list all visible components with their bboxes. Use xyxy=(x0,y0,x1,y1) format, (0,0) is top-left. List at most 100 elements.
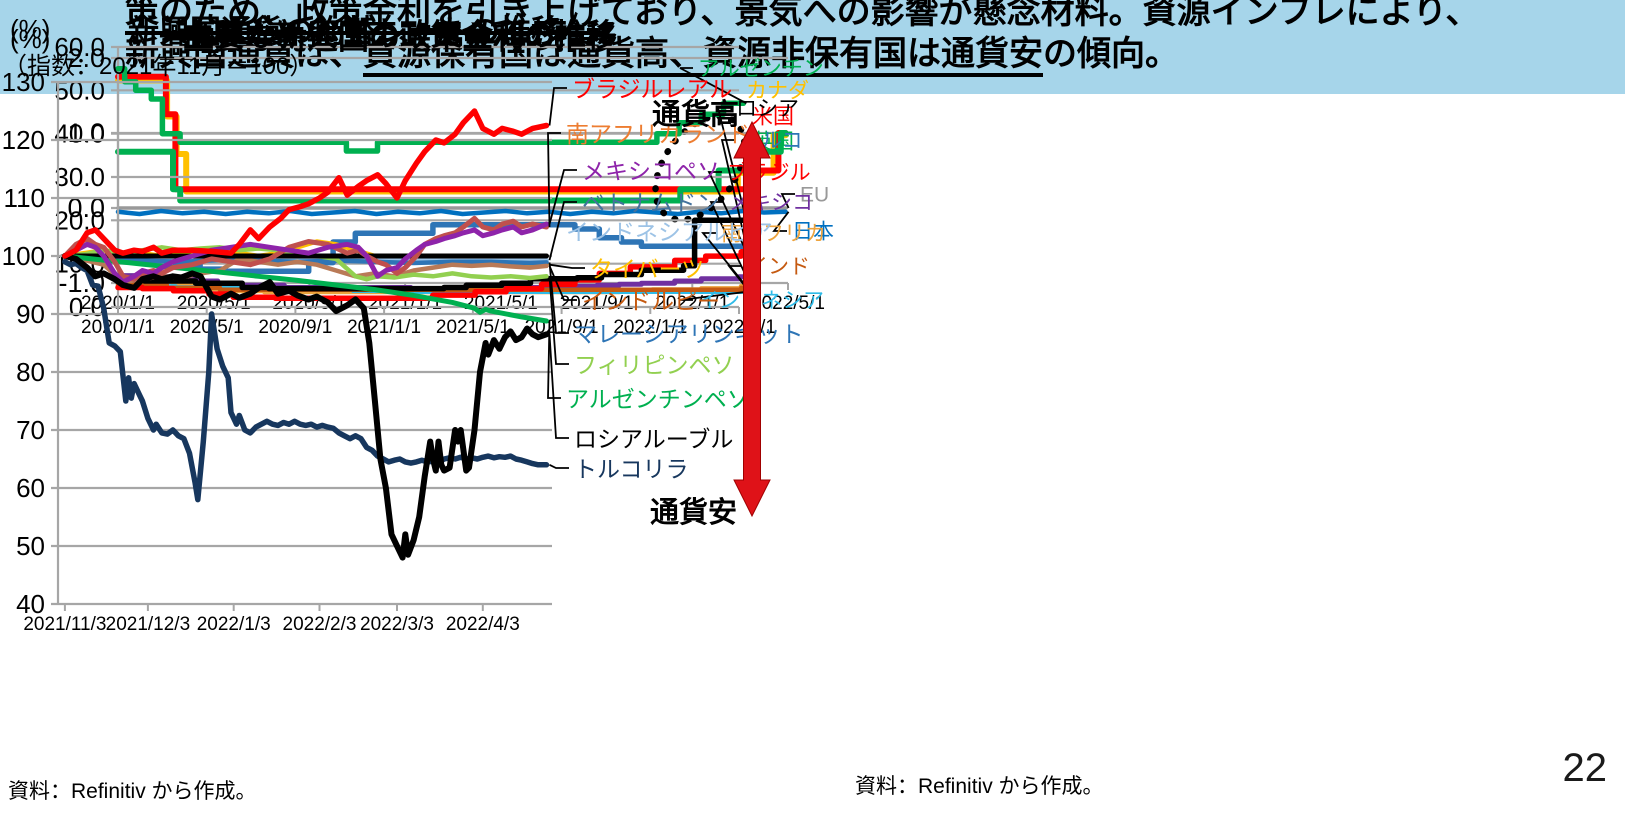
x-tick-label: 2022/1/1 xyxy=(655,293,729,314)
x-tick-label: 2020/1/1 xyxy=(81,317,155,338)
header-line1: 策のため、政策金利を引き上げており、景気への影響が懸念材料。資源インフレにより、 xyxy=(125,0,1605,35)
x-tick-label: 2020/9/1 xyxy=(258,317,332,338)
legend-label-カナダ: カナダ xyxy=(746,80,809,103)
header-line1-underlined: 策のため、政策金利を引き上げ xyxy=(125,0,601,35)
legend-label-トルコリラ: トルコリラ xyxy=(574,456,689,482)
legend-label-タイバーツ: タイバーツ xyxy=(590,256,704,282)
legend-connector-タイバーツ xyxy=(549,263,585,269)
series-line-日本 xyxy=(115,208,788,217)
x-tick-label: 2022/3/3 xyxy=(360,614,434,635)
y-tick-label: 130 xyxy=(2,67,45,97)
legend-label-ロシア: ロシア xyxy=(736,98,799,121)
legend-label-アルゼンチンペソ: アルゼンチンペソ xyxy=(566,386,750,412)
y-tick-label: 70 xyxy=(16,415,45,445)
header-line2: 新興国通貨は、資源保有国は通貨高、資源非保有国は通貨安の傾向。 xyxy=(125,33,1605,77)
fx-chart-title: 新興国通貨の為替レートの推移 xyxy=(128,14,562,49)
legend-connector-ロシアルーブル xyxy=(548,334,569,439)
header-banner: 策のため、政策金利を引き上げており、景気への影響が懸念材料。資源インフレにより、… xyxy=(0,0,1625,94)
legend-connector-南アフリカランド xyxy=(547,132,561,228)
legend-connector-トルコリラ xyxy=(549,463,569,469)
legend-label-インド: インド xyxy=(747,256,810,279)
header-line2-pre: 新興国通貨は、 xyxy=(125,35,363,73)
y-tick-label: 1.0 xyxy=(67,118,105,148)
highlight-ellipse xyxy=(652,112,748,224)
legend-connector-インド xyxy=(727,265,748,289)
legend-connector-ブラジル xyxy=(707,171,748,253)
x-tick-label: 2022/5/1 xyxy=(751,293,825,314)
header-line1-rest: ており、景気への影響が懸念材料。資源インフレにより、 xyxy=(601,0,1480,31)
legend-connector-フィリピンペソ xyxy=(548,276,569,365)
y-tick-label: 30.0 xyxy=(54,162,105,192)
source-note-left: 資料：Refinitiv から作成。 xyxy=(8,780,257,803)
legend-label-南アフリカランド: 南アフリカランド xyxy=(566,121,750,147)
series-line-アルゼンチン xyxy=(115,65,747,154)
y-tick-label: 60.0 xyxy=(54,32,105,62)
legend-label-メキシコペソ: メキシコペソ xyxy=(582,158,720,184)
legend-connector-トルコ xyxy=(720,139,748,247)
legend-connector-EU xyxy=(780,193,795,209)
legend-label-ベトナムドン: ベトナムドン xyxy=(582,190,719,216)
legend-label-米国: 米国 xyxy=(752,106,794,129)
series-line-マレーシアリンギット xyxy=(62,253,549,266)
legend-label-EU: EU xyxy=(800,184,829,207)
legend-connector-ロシア xyxy=(716,107,748,221)
legend-label-ブラジルレアル: ブラジルレアル xyxy=(572,76,732,102)
y-tick-label: 40 xyxy=(16,589,45,619)
legend-connector-インドネシア xyxy=(679,290,747,301)
y-tick-label: 60 xyxy=(16,473,45,503)
page-number: 22 xyxy=(1562,746,1608,790)
developed-chart-y-unit: (%) xyxy=(10,24,51,54)
legend-connector-アルゼンチン xyxy=(679,67,747,105)
y-tick-label: 40.0 xyxy=(54,119,105,149)
legend-label-インドネシアルピア: インドネシアルピア xyxy=(566,219,773,245)
legend-label-日本: 日本 xyxy=(792,221,834,244)
emerging-policy-rates-chart: 主要な新興国の政策金利の推移 (%) 60.0 50.0 40.0 30.0 20.0 1… xyxy=(0,0,826,350)
legend-connector-アルゼンチンペソ xyxy=(547,320,561,399)
series-line-インド xyxy=(115,282,746,292)
series-line-英国 xyxy=(115,130,789,204)
developed-chart-title: 主要な先進国の政策金利の推移 xyxy=(183,21,617,56)
x-tick-label: 2021/9/1 xyxy=(560,293,634,314)
y-tick-label: 2.0 xyxy=(67,43,105,73)
emerging-fx-chart: 新興国通貨の為替レートの推移 （指数：2021年11月＝100） 130 120 1… xyxy=(0,0,805,655)
y-tick-label: 110 xyxy=(4,183,45,213)
header-line2-post: の傾向。 xyxy=(1043,35,1179,73)
fx-chart-subtitle: （指数：2021年11月＝100） xyxy=(3,53,314,80)
series-line-ブラジルレアル xyxy=(62,108,550,259)
y-tick-label: 120 xyxy=(2,125,45,155)
legend-connector-メキシコペソ xyxy=(548,169,577,225)
legend-label-フィリピンペソ: フィリピンペソ xyxy=(574,352,735,378)
label-currency-low: 通貨安 xyxy=(650,495,737,529)
header-line2-underlined: 資源保有国は通貨高、資源非保有国は通貨安 xyxy=(363,35,1043,77)
series-line-メキシコペソ xyxy=(62,221,549,285)
y-tick-label: 50 xyxy=(16,531,45,561)
source-note-right: 資料：Refinitiv から作成。 xyxy=(855,775,1104,798)
legend-connector-インドルピー xyxy=(548,265,577,301)
legend-label-マレーシアリンギット: マレーシアリンギット xyxy=(574,321,804,347)
x-tick-label: 2020/5/1 xyxy=(170,317,244,338)
x-tick-label: 2022/4/3 xyxy=(446,614,520,635)
x-tick-label: 2022/2/3 xyxy=(283,614,357,635)
legend-connector-メキシコ xyxy=(709,201,748,278)
x-tick-label: 2021/11/3 xyxy=(23,614,106,635)
series-line-ロシア xyxy=(115,217,747,292)
legend-connector-日本 xyxy=(772,211,790,232)
label-currency-high: 通貨高 xyxy=(652,97,739,131)
legend-label-ロシアルーブル: ロシアルーブル xyxy=(574,426,733,452)
series-line-トルコリラ xyxy=(62,259,550,503)
x-tick-label: 2021/5/1 xyxy=(436,317,510,338)
y-tick-label: 80 xyxy=(16,357,45,387)
x-tick-label: 2022/1/3 xyxy=(197,614,271,635)
series-line-ロシアルーブル xyxy=(61,253,550,561)
legend-connector-マレーシアリンギット xyxy=(548,262,569,334)
legend-connector-ブラジルレアル xyxy=(548,87,567,126)
legend-label-インドルピー: インドルピー xyxy=(582,288,720,314)
currency-updown-arrow-icon xyxy=(733,120,771,518)
x-tick-label: 2022/1/1 xyxy=(613,317,687,338)
y-tick-label: 50.0 xyxy=(54,75,105,105)
y-tick-label: 90 xyxy=(16,299,45,329)
legend-connector-ベトナムドン xyxy=(548,201,577,261)
